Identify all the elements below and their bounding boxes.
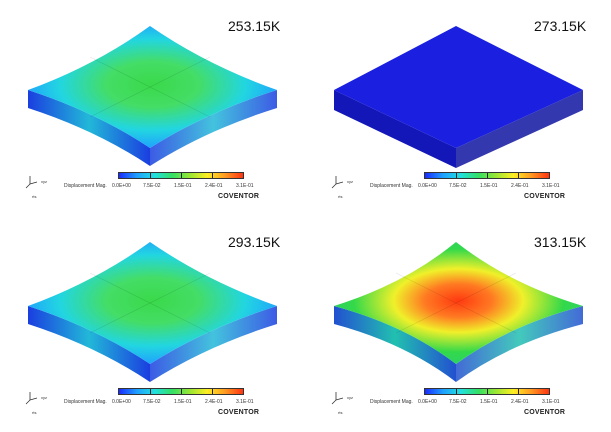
- axis-triad-icon: [331, 176, 344, 189]
- legend-label: Displacement Mag.: [64, 183, 107, 189]
- color-scale-bar: [424, 388, 550, 395]
- plate-left-side: [334, 306, 456, 382]
- legend-tick-label: 2.4E-01: [511, 183, 529, 189]
- legend-tick-label: 0.0E+00: [112, 399, 131, 405]
- view-label: rts: [338, 194, 343, 199]
- legend-tick-label: 7.5E-02: [449, 399, 467, 405]
- plate-left-side: [334, 90, 456, 168]
- plate-render: [334, 242, 583, 382]
- plate-left-side: [28, 306, 150, 382]
- plate-left-side: [28, 90, 150, 166]
- panel-313k: 313.15K xyz rts Displacement Mag. 0.0E+00 7.5…: [306, 216, 611, 432]
- triad-label: xyz: [347, 179, 353, 184]
- legend-tick-label: 0.0E+00: [418, 399, 437, 405]
- temperature-label: 293.15K: [228, 234, 281, 250]
- legend-tick-label: 2.4E-01: [205, 183, 223, 189]
- legend-tick-label: 1.5E-01: [480, 399, 498, 405]
- axis-triad-icon: [25, 176, 38, 189]
- plate-render: [28, 26, 277, 166]
- legend-tick-label: 2.4E-01: [205, 399, 223, 405]
- color-scale-bar: [118, 172, 244, 179]
- triad-label: xyz: [347, 395, 353, 400]
- legend-label: Displacement Mag.: [370, 399, 413, 405]
- legend-tick-label: 7.5E-02: [449, 183, 467, 189]
- temperature-label: 253.15K: [228, 18, 281, 34]
- view-label: rts: [338, 410, 343, 415]
- brand-label: COVENTOR: [524, 193, 566, 200]
- plate-render: [334, 26, 583, 168]
- brand-label: COVENTOR: [218, 193, 260, 200]
- plate-top-face: [28, 26, 277, 148]
- legend-label: Displacement Mag.: [370, 183, 413, 189]
- legend-tick-label: 7.5E-02: [143, 183, 161, 189]
- plate-right-side: [456, 306, 583, 382]
- brand-label: COVENTOR: [218, 409, 260, 416]
- legend-tick-label: 0.0E+00: [418, 183, 437, 189]
- panel-293k: 293.15K xyz rts Displacement Mag. 0.0E+00 7.5…: [0, 216, 305, 432]
- temperature-label: 313.15K: [534, 234, 587, 250]
- legend-tick-label: 1.5E-01: [174, 183, 192, 189]
- color-scale-bar: [118, 388, 244, 395]
- legend-tick-label: 3.1E-01: [236, 183, 254, 189]
- legend-tick-label: 1.5E-01: [480, 183, 498, 189]
- plate-top-face: [334, 242, 583, 364]
- panel-253k: 253.15K xyz rts Displacement Mag. 0.0E+00 7.5…: [0, 0, 305, 216]
- legend-tick-label: 2.4E-01: [511, 399, 529, 405]
- legend-tick-label: 3.1E-01: [236, 399, 254, 405]
- axis-triad-icon: [331, 392, 344, 405]
- plate-render: [28, 242, 277, 382]
- plate-right-side: [150, 306, 277, 382]
- color-scale-bar: [424, 172, 550, 179]
- triad-label: xyz: [41, 395, 47, 400]
- legend-tick-label: 3.1E-01: [542, 183, 560, 189]
- legend-tick-label: 1.5E-01: [174, 399, 192, 405]
- triad-label: xyz: [41, 179, 47, 184]
- plate-top-face: [28, 242, 277, 364]
- axis-triad-icon: [25, 392, 38, 405]
- plate-right-side: [150, 90, 277, 166]
- legend-tick-label: 7.5E-02: [143, 399, 161, 405]
- legend-label: Displacement Mag.: [64, 399, 107, 405]
- view-label: rts: [32, 194, 37, 199]
- legend-tick-label: 3.1E-01: [542, 399, 560, 405]
- legend-tick-label: 0.0E+00: [112, 183, 131, 189]
- view-label: rts: [32, 410, 37, 415]
- panel-273k: 273.15K xyz rts Displacement Mag. 0.0E+00 7.5…: [306, 0, 611, 216]
- temperature-label: 273.15K: [534, 18, 587, 34]
- plate-right-side: [456, 90, 583, 168]
- brand-label: COVENTOR: [524, 409, 566, 416]
- plate-top-face: [334, 26, 583, 148]
